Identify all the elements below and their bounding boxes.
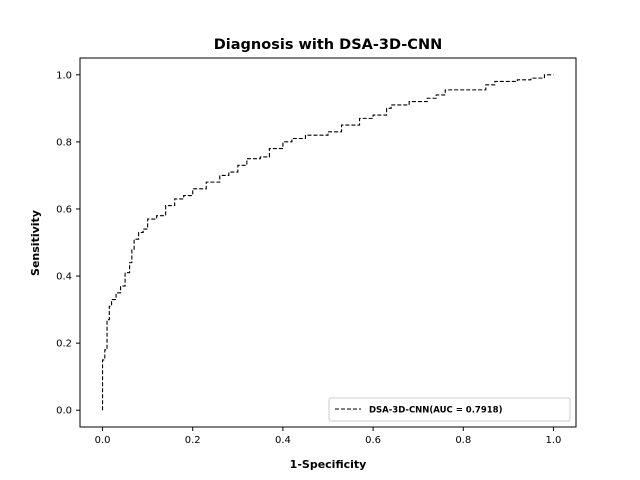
- axes-frame: [79, 57, 577, 428]
- legend: DSA-3D-CNN(AUC = 0.7918): [328, 397, 571, 422]
- y-tick-label: 0.8: [56, 137, 72, 148]
- chart-title: Diagnosis with DSA-3D-CNN: [214, 37, 442, 53]
- y-tick-label: 0.6: [56, 204, 72, 215]
- y-tick-label: 0.4: [56, 272, 72, 283]
- x-tick-label: 1.0: [546, 435, 562, 446]
- plot-area: [79, 57, 577, 428]
- x-tick-label: 0.0: [95, 435, 111, 446]
- x-axis: 0.0 0.2 0.4 0.6 0.8 1.0: [95, 427, 562, 446]
- y-tick-label: 0.2: [56, 339, 72, 350]
- y-tick-label: 0.0: [56, 406, 72, 417]
- x-tick-label: 0.8: [455, 435, 471, 446]
- roc-curve-line: [102, 74, 554, 411]
- y-axis: 0.0 0.2 0.4 0.6 0.8 1.0: [56, 70, 80, 417]
- y-axis-label: Sensitivity: [29, 210, 42, 276]
- x-axis-label: 1-Specificity: [290, 458, 367, 471]
- y-tick-label: 1.0: [56, 70, 72, 81]
- legend-label: DSA-3D-CNN(AUC = 0.7918): [369, 406, 503, 416]
- x-tick-label: 0.2: [185, 435, 201, 446]
- legend-box: [328, 397, 571, 422]
- x-tick-label: 0.6: [365, 435, 381, 446]
- x-tick-label: 0.4: [275, 435, 291, 446]
